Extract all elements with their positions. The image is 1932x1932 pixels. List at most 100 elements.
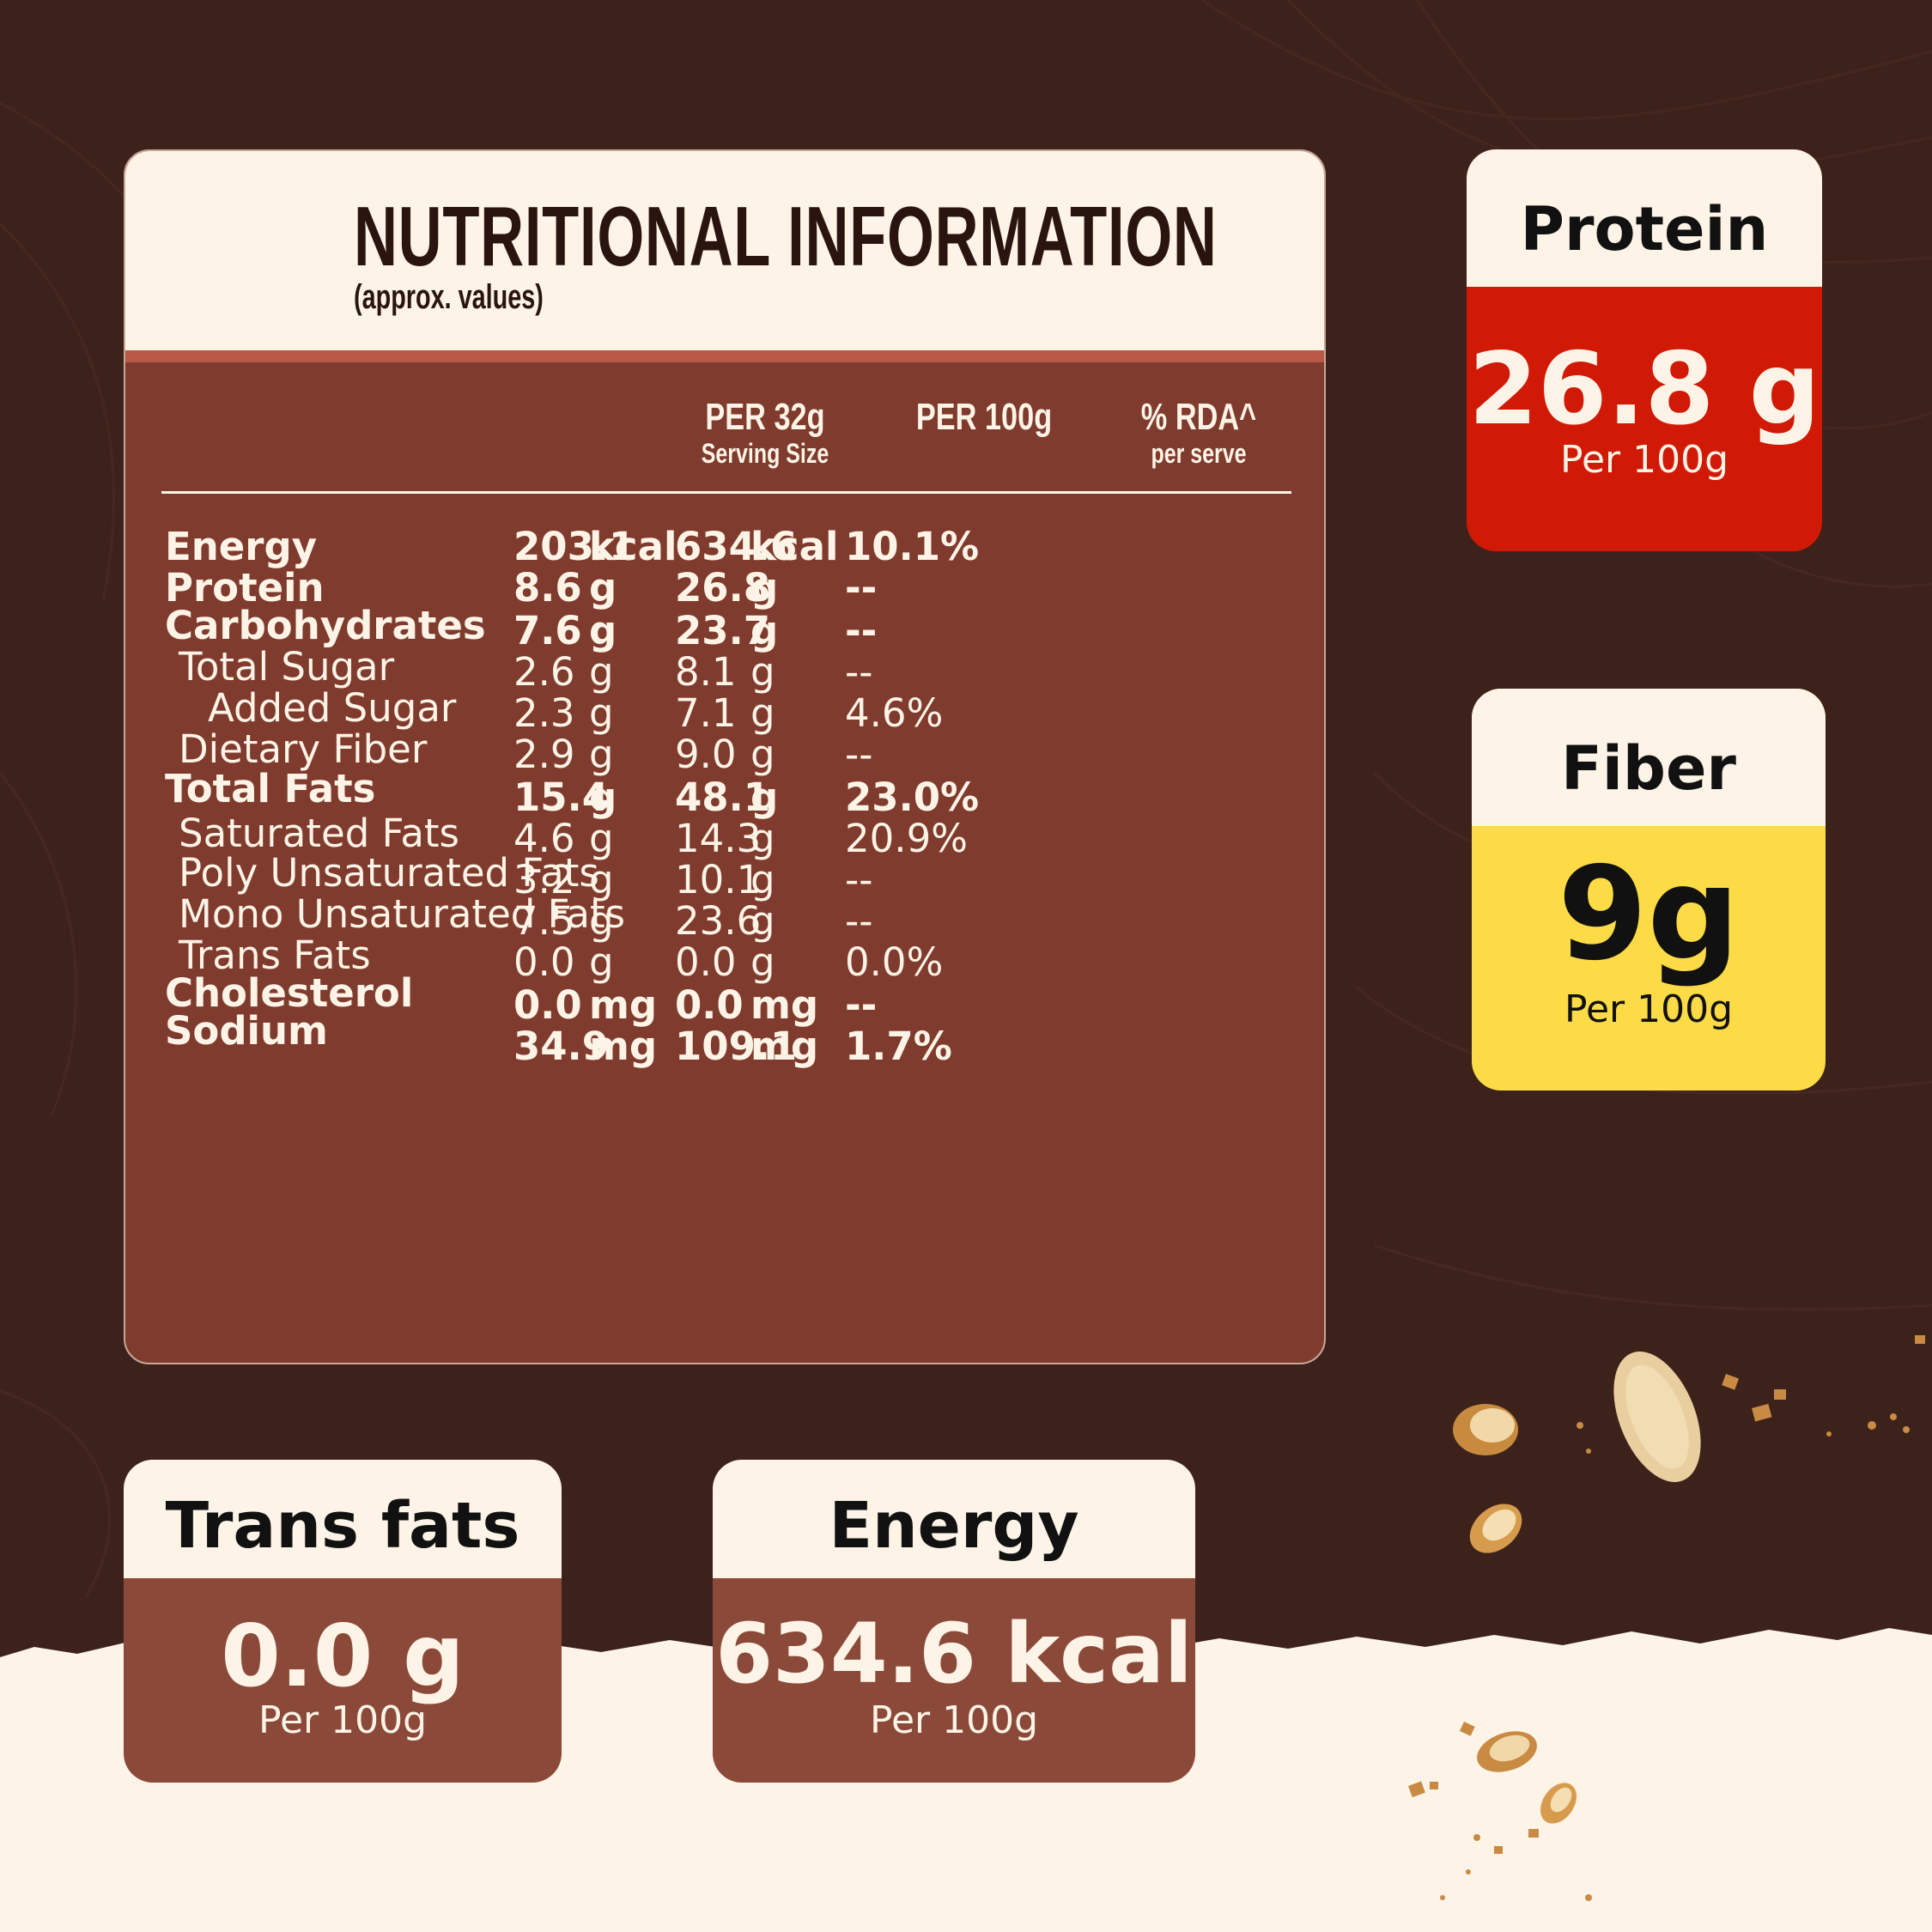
nutrient-name: Trans Fats	[179, 933, 371, 978]
per-serving-value: 7.6	[513, 608, 582, 653]
trans-fats-card-label: Trans fats	[165, 1489, 520, 1563]
per-serving-label: PER 32g	[705, 396, 825, 438]
per-100g-unit: g	[750, 649, 775, 695]
rda-value: --	[845, 649, 873, 695]
peanut-crumbs-icon	[1577, 1335, 1925, 1454]
protein-card-header: Protein	[1467, 149, 1822, 287]
rda-note: per serve	[1151, 438, 1247, 469]
rda-value: 1.7%	[845, 1024, 952, 1069]
per-serving-unit: g	[589, 690, 614, 736]
per-100g-unit: mg	[750, 1024, 819, 1069]
nutrition-panel: NUTRITIONAL INFORMATION (approx. values)…	[124, 149, 1326, 1364]
per-100g-value: 9.0	[675, 732, 737, 777]
per-serving-unit: g	[589, 608, 617, 653]
per-100g-unit: g	[750, 775, 779, 820]
per-serving-value: 4.6	[513, 816, 575, 861]
nutrient-row: Carbohydrates 7.6 g 23.7 g --	[125, 151, 1324, 653]
energy-card-sub: Per 100g	[869, 1698, 1039, 1742]
per-100g-unit: g	[750, 857, 775, 902]
nutrient-name: Dietary Fiber	[179, 726, 428, 772]
per-100g-unit: g	[750, 732, 775, 777]
peanut-crumbs-icon	[1408, 1722, 1592, 1901]
nutrient-name: Added Sugar	[208, 685, 457, 731]
energy-card: Energy 634.6 kcal Per 100g	[713, 1460, 1195, 1783]
nutrient-row: Protein 8.6 g 26.8 g --	[125, 151, 1324, 611]
nutrient-row: Added Sugar 2.3 g 7.1 g 4.6%	[125, 151, 1324, 736]
nutrient-name: Saturated Fats	[179, 811, 459, 856]
per-serving-value: 0.0	[513, 982, 582, 1028]
per-100g-unit: kcal	[750, 524, 839, 569]
panel-header: NUTRITIONAL INFORMATION (approx. values)	[125, 151, 1324, 350]
per-serving-value: 203.1	[513, 524, 636, 569]
nutrient-row: Trans Fats 0.0 g 0.0 g 0.0%	[125, 151, 1324, 985]
nutrient-row: Poly Unsaturated Fats 3.2 g 10.1 g --	[125, 151, 1324, 902]
per-serving-unit: g	[589, 898, 614, 944]
protein-card-sub: Per 100g	[1559, 438, 1729, 482]
per-100g-value: 23.7	[675, 608, 771, 653]
per-100g-unit: g	[750, 690, 775, 736]
per-serving-unit: g	[589, 565, 617, 611]
per-100g-unit: g	[750, 939, 775, 985]
protein-card-label: Protein	[1520, 194, 1769, 264]
rda-value: 0.0%	[845, 939, 944, 985]
nutrient-row: Saturated Fats 4.6 g 14.3 g 20.9%	[125, 151, 1324, 861]
rda-value: --	[845, 898, 873, 944]
per-serving-unit: mg	[589, 1024, 658, 1069]
per-serving-value: 7.5	[513, 898, 575, 944]
per-serving-value: 2.3	[513, 690, 575, 736]
per-serving-unit: g	[589, 649, 614, 695]
rda-label: % RDA^	[1140, 396, 1257, 438]
rda-value: 4.6%	[845, 690, 944, 736]
rda-value: 23.0%	[845, 775, 980, 820]
rda-value: --	[845, 982, 878, 1028]
per-serving-unit: g	[589, 732, 614, 777]
trans-fats-card-sub: Per 100g	[258, 1698, 428, 1742]
trans-fats-card: Trans fats 0.0 g Per 100g	[124, 1460, 562, 1783]
fiber-card-header: Fiber	[1472, 689, 1826, 826]
per-serving-unit: mg	[589, 982, 658, 1028]
fiber-card: Fiber 9g Per 100g	[1472, 689, 1826, 1091]
energy-card-label: Energy	[829, 1489, 1079, 1563]
trans-fats-card-value: 0.0 g	[221, 1606, 465, 1706]
per-100g-value: 0.0	[675, 982, 744, 1028]
nutrient-name: Sodium	[165, 1008, 328, 1054]
per-100g-value: 14.3	[675, 816, 762, 861]
header-divider	[161, 491, 1291, 494]
per-100g-unit: mg	[750, 982, 819, 1028]
fiber-card-sub: Per 100g	[1564, 987, 1734, 1031]
per-100g-value: 10.1	[675, 857, 762, 902]
per-100g-unit: g	[750, 608, 779, 653]
peanut-half-icon	[1453, 1404, 1522, 1553]
nutrient-row: Total Fats 15.4 g 48.1 g 23.0%	[125, 151, 1324, 820]
panel-title: NUTRITIONAL INFORMATION	[354, 189, 1218, 283]
per-serving-unit: kcal	[589, 524, 677, 569]
per-serving-value: 0.0	[513, 939, 575, 985]
per-100g-unit: g	[750, 898, 775, 944]
rda-value: --	[845, 857, 873, 902]
nutrient-name: Mono Unsaturated Fats	[179, 891, 626, 937]
peanut-half-icon	[1477, 1731, 1577, 1824]
nutrient-name: Total Fats	[165, 766, 376, 811]
per-serving-unit: g	[589, 939, 614, 985]
rda-value: --	[845, 565, 878, 611]
energy-card-header: Energy	[713, 1460, 1195, 1578]
panel-stripe	[125, 350, 1324, 362]
nutrient-row: Sodium 34.9 mg 109.1 mg 1.7%	[125, 151, 1324, 1069]
per-serving-value: 8.6	[513, 565, 582, 611]
per-serving-value: 34.9	[513, 1024, 610, 1069]
fiber-card-value: 9g	[1558, 840, 1740, 989]
protein-card-value: 26.8 g	[1468, 331, 1820, 447]
per-100g-label: PER 100g	[915, 396, 1053, 438]
per-serving-value: 3.2	[513, 857, 575, 902]
nutrient-name: Cholesterol	[165, 970, 414, 1016]
panel-subtitle: (approx. values)	[354, 278, 544, 316]
per-100g-unit: g	[750, 565, 779, 611]
nutrient-name: Protein	[165, 565, 325, 611]
per-serving-unit: g	[589, 775, 617, 820]
rda-value: 10.1%	[845, 524, 980, 569]
per-100g-value: 23.6	[675, 898, 762, 944]
per-100g-value: 8.1	[675, 649, 737, 695]
peanut-illustration	[1453, 1335, 1925, 1553]
per-serving-unit: g	[589, 816, 614, 861]
per-100g-unit: g	[750, 816, 775, 861]
